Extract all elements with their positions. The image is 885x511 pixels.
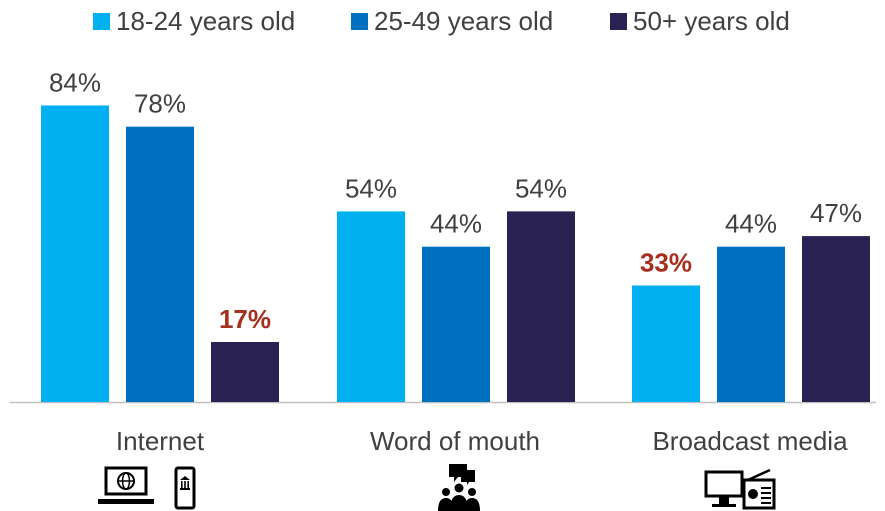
data-label-word-of-mouth-series-2: 44% xyxy=(430,209,482,239)
legend-swatch-50-plus xyxy=(610,13,627,30)
legend-label-25-49: 25-49 years old xyxy=(374,6,554,36)
bar-word-of-mouth-series-1 xyxy=(337,211,405,402)
bar-internet-series-2 xyxy=(126,126,194,402)
bar-word-of-mouth-series-2 xyxy=(422,246,490,402)
laptop-globe-icon xyxy=(98,466,154,504)
data-label-internet-series-3: 17% xyxy=(219,304,271,334)
legend-label-50-plus: 50+ years old xyxy=(633,6,790,36)
legend: 18-24 years old 25-49 years old 50+ year… xyxy=(0,6,885,38)
bar-broadcast-media-series-3 xyxy=(802,236,870,402)
data-label-broadcast-media-series-1: 33% xyxy=(640,248,692,278)
monitor-icon xyxy=(704,470,744,507)
people-chat-icon xyxy=(438,464,480,511)
radio-icon xyxy=(742,468,776,510)
legend-label-18-24: 18-24 years old xyxy=(116,6,296,36)
category-label-internet: Internet xyxy=(115,426,205,456)
category-label-broadcast-media: Broadcast media xyxy=(652,426,848,456)
data-label-internet-series-2: 78% xyxy=(134,89,186,119)
bar-word-of-mouth-series-3 xyxy=(507,211,575,402)
legend-swatch-25-49 xyxy=(351,13,368,30)
bar-internet-series-3 xyxy=(211,341,279,402)
legend-item-18-24: 18-24 years old xyxy=(93,6,295,37)
bar-broadcast-media-series-1 xyxy=(632,285,700,402)
data-label-word-of-mouth-series-3: 54% xyxy=(515,173,567,203)
bar-broadcast-media-series-2 xyxy=(717,246,785,402)
legend-item-25-49: 25-49 years old xyxy=(351,6,553,37)
data-label-word-of-mouth-series-1: 54% xyxy=(345,173,397,203)
data-label-internet-series-1: 84% xyxy=(49,67,101,97)
data-label-broadcast-media-series-3: 47% xyxy=(810,198,862,228)
legend-swatch-18-24 xyxy=(93,13,110,30)
category-label-word-of-mouth: Word of mouth xyxy=(369,426,541,456)
mobile-bank-icon xyxy=(174,466,196,510)
legend-item-50-plus: 50+ years old xyxy=(610,6,790,37)
bar-internet-series-1 xyxy=(41,105,109,402)
data-label-broadcast-media-series-2: 44% xyxy=(725,209,777,239)
